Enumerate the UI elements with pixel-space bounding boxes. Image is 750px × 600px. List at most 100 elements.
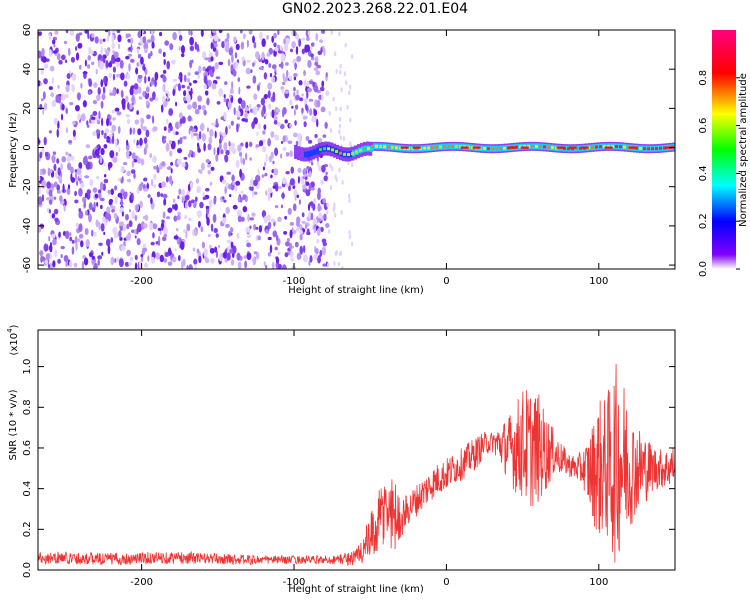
spectrogram-noise-cell <box>307 30 311 37</box>
spectrogram-noise-cell <box>214 130 217 139</box>
signal-band-peak <box>359 148 363 152</box>
spectrogram-noise-cell <box>116 256 120 263</box>
spectrogram-x-ticks: -200 -100 0 100 <box>130 30 608 287</box>
spectrogram-noise-cell <box>193 151 196 158</box>
spectrogram-noise-cell <box>106 35 110 42</box>
spectrogram-noise-cell <box>169 125 173 132</box>
spectrogram-noise-cell <box>128 209 132 213</box>
spectrogram-noise-cell <box>340 87 343 93</box>
spectrogram-noise-cell <box>180 53 185 58</box>
spectrogram-noise-cell <box>278 185 283 190</box>
spectrogram-noise-cell <box>80 82 83 89</box>
signal-band-peak <box>503 146 507 150</box>
spectrogram-noise-cell <box>270 151 274 160</box>
spectrogram-noise-cell <box>265 265 268 269</box>
spectrogram-noise-cell <box>298 80 303 86</box>
spectrogram-noise-cell <box>313 109 318 117</box>
spectrogram-noise-cell <box>171 59 176 65</box>
spectrogram-noise-cell <box>146 182 149 190</box>
spectrogram-noise-cell <box>100 79 104 88</box>
spectrogram-noise-cell <box>318 165 323 172</box>
signal-band-peak <box>411 147 415 151</box>
spectrogram-noise-cell <box>267 192 271 202</box>
spectrogram-noise-cell <box>277 263 282 269</box>
spectrogram-noise-cell <box>154 79 157 88</box>
spectrogram-noise-cell <box>333 51 337 57</box>
spectrogram-noise-cell <box>222 196 225 200</box>
spectrogram-noise-cell <box>114 258 117 263</box>
spectrogram-noise-cell <box>98 242 103 246</box>
spectrogram-noise-cell <box>331 166 334 172</box>
spectrogram-noise-cell <box>156 164 159 173</box>
spectrogram-noise-cell <box>274 204 279 209</box>
signal-band-core <box>397 144 401 151</box>
spectrogram-noise-cell <box>281 88 284 94</box>
spectrogram-noise-cell <box>305 135 310 142</box>
spectrogram-noise-cell <box>137 74 143 79</box>
spectrogram-noise-cell <box>121 176 124 184</box>
spectrogram-noise-cell <box>103 162 106 167</box>
snr-y-ticks: 0.0 0.2 0.4 0.6 0.8 1.0 <box>22 359 675 578</box>
spectrogram-noise-cell <box>207 143 212 151</box>
spectrogram-noise-cell <box>173 215 178 222</box>
spectrogram-noise-cell <box>180 260 184 269</box>
spectrogram-noise-cell <box>226 252 231 261</box>
spectrogram-noise-cell <box>291 105 294 109</box>
spectrogram-noise-cell <box>126 249 131 257</box>
spectrogram-noise-cell <box>333 212 337 218</box>
spectrogram-noise-cell <box>325 90 330 96</box>
spectrogram-noise-cell <box>285 170 290 175</box>
spectrogram-noise-cell <box>256 84 261 92</box>
spectrogram-noise-cell <box>100 46 103 55</box>
spectrogram-noise-cell <box>338 116 342 122</box>
spectrogram-noise-cell <box>143 147 147 156</box>
spectrogram-noise-cell <box>192 247 196 252</box>
spectrogram-noise-cell <box>167 261 173 266</box>
spectrogram-noise-cell <box>163 59 166 65</box>
spectrogram-noise-cell <box>258 140 264 147</box>
spectrogram-noise-cell <box>251 189 255 198</box>
spectrogram-noise-cell <box>289 150 294 157</box>
signal-band-peak <box>543 145 547 149</box>
spectrogram-noise-cell <box>82 71 88 75</box>
spectrogram-noise-cell <box>261 210 267 218</box>
spectrogram-noise-cell <box>294 196 297 201</box>
spectrogram-noise-cell <box>146 39 152 43</box>
spectrogram-noise-cell <box>247 213 250 222</box>
spectrogram-noise-cell <box>267 90 271 99</box>
spectrogram-noise-cell <box>53 208 59 215</box>
spectrogram-noise-cell <box>95 68 98 75</box>
spectrogram-noise-cell <box>293 109 296 116</box>
spectrogram-noise-cell <box>147 255 150 262</box>
spectrogram-noise-cell <box>112 50 115 54</box>
spectrogram-noise-cell <box>138 183 143 192</box>
spectrogram-noise-cell <box>163 126 167 131</box>
spectrogram-noise-cell <box>190 130 194 139</box>
spectrogram-noise-cell <box>350 162 354 168</box>
spectrogram-noise-cell <box>60 163 63 170</box>
spectrogram-noise-cell <box>95 129 101 134</box>
spectrogram-noise-cell <box>181 188 186 197</box>
spectrogram-noise-cell <box>215 76 221 80</box>
spectrogram-noise-cell <box>51 213 56 219</box>
spectrogram-noise-cell <box>315 32 319 42</box>
spectrogram-noise-cell <box>51 39 56 45</box>
spectrogram-noise-cell <box>289 48 293 53</box>
spectrogram-noise-cell <box>312 81 316 88</box>
spectrogram-noise-cell <box>86 124 90 128</box>
spectrogram-y-tick-label: -60 <box>22 257 33 273</box>
spectrogram-noise-cell <box>289 242 293 250</box>
spectrogram-noise-cell <box>253 191 258 196</box>
spectrogram-noise-cell <box>38 186 41 195</box>
spectrogram-noise-cell <box>321 164 326 173</box>
spectrogram-noise-cell <box>42 106 45 116</box>
spectrogram-noise-cell <box>162 193 168 199</box>
signal-band-peak <box>323 147 327 151</box>
spectrogram-noise-cell <box>74 199 79 204</box>
spectrogram-noise-cell <box>230 241 234 248</box>
spectrogram-noise-cell <box>243 33 246 40</box>
spectrogram-noise-cell <box>204 57 209 61</box>
spectrogram-noise-cell <box>325 223 330 229</box>
spectrogram-noise-cell <box>249 217 254 221</box>
spectrogram-noise-cell <box>171 256 177 263</box>
